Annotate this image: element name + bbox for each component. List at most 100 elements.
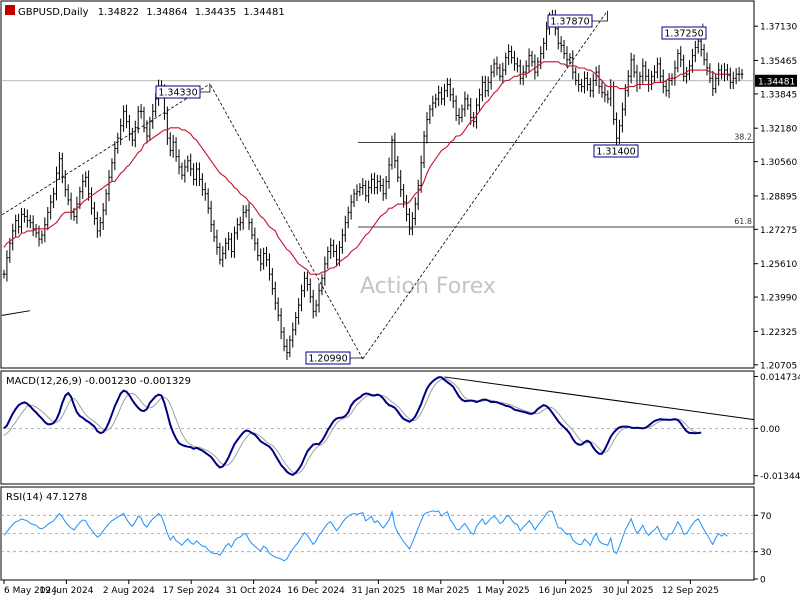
price-bar bbox=[711, 70, 715, 97]
price-bar bbox=[691, 48, 694, 73]
price-bar bbox=[498, 63, 502, 81]
price-bar bbox=[90, 187, 93, 215]
trend-lines bbox=[1, 10, 608, 360]
price-bar bbox=[626, 70, 630, 97]
price-bar bbox=[387, 157, 391, 189]
price-bar bbox=[63, 170, 67, 197]
price-bar bbox=[61, 152, 64, 184]
price-bar bbox=[349, 194, 353, 220]
price-tick-label: 1.32180 bbox=[760, 125, 797, 135]
price-bar bbox=[399, 169, 403, 197]
price-bar bbox=[55, 166, 58, 201]
price-bar bbox=[212, 219, 216, 242]
price-bar bbox=[533, 54, 537, 80]
price-bar bbox=[594, 66, 598, 87]
macd-main-line bbox=[3, 376, 702, 477]
price-bar bbox=[31, 215, 35, 237]
price-bar bbox=[119, 118, 122, 146]
price-bar bbox=[355, 184, 359, 202]
date-tick-label: 6 May 2024 bbox=[4, 586, 57, 596]
price-bar bbox=[580, 78, 583, 93]
header-marker-icon bbox=[5, 5, 15, 15]
price-bar bbox=[300, 284, 303, 312]
price-bar bbox=[128, 114, 131, 141]
key-point-label: 1.20990 bbox=[305, 351, 364, 365]
price-tick-label: 1.27275 bbox=[760, 226, 797, 236]
price-bar bbox=[606, 90, 610, 104]
price-bar bbox=[542, 37, 545, 59]
price-bar bbox=[151, 104, 155, 129]
price-bar bbox=[524, 60, 528, 78]
price-bar bbox=[142, 106, 146, 133]
price-bar bbox=[93, 201, 96, 225]
price-bar bbox=[457, 108, 461, 125]
price-bar bbox=[405, 195, 408, 222]
price-bar bbox=[489, 64, 493, 90]
price-bar bbox=[198, 162, 201, 186]
price-bar bbox=[714, 73, 718, 94]
price-bar bbox=[545, 21, 548, 51]
macd-trend-line bbox=[444, 376, 755, 421]
date-tick-label: 17 Sep 2024 bbox=[163, 586, 220, 596]
price-bar bbox=[396, 155, 400, 183]
moving-average-line bbox=[3, 61, 731, 275]
price-bar bbox=[463, 91, 467, 117]
price-bar bbox=[209, 200, 213, 233]
price-bar bbox=[705, 52, 709, 76]
macd-tick-label: 0.014734 bbox=[760, 373, 800, 383]
price-bar bbox=[116, 132, 120, 154]
price-bar bbox=[203, 182, 207, 201]
price-bar bbox=[443, 83, 446, 106]
price-bar bbox=[303, 271, 306, 298]
price-bar bbox=[174, 137, 178, 162]
price-bar bbox=[49, 194, 52, 220]
price-bar bbox=[539, 46, 543, 70]
price-bar bbox=[14, 214, 17, 237]
price-bar bbox=[530, 50, 534, 67]
last-price-box: 1.34481 bbox=[755, 74, 797, 87]
price-bar bbox=[536, 57, 540, 77]
price-bar bbox=[408, 208, 411, 236]
price-bar bbox=[734, 68, 738, 85]
price-bar bbox=[740, 68, 744, 80]
rsi-axis-ticks: 70 30 0 bbox=[754, 512, 772, 586]
price-bar bbox=[259, 248, 262, 272]
price-tick-label: 1.28895 bbox=[760, 192, 797, 202]
price-bar bbox=[624, 84, 627, 116]
price-bar bbox=[87, 170, 90, 201]
price-bar bbox=[431, 95, 435, 117]
price-bar bbox=[629, 52, 633, 84]
price-bar bbox=[98, 216, 102, 237]
price-bar bbox=[215, 229, 219, 255]
price-bar bbox=[475, 98, 478, 129]
price-bar bbox=[20, 207, 23, 234]
rsi-tick-label: 70 bbox=[760, 512, 772, 522]
price-bar bbox=[250, 218, 254, 240]
price-bar bbox=[265, 246, 268, 267]
price-bar bbox=[218, 242, 222, 265]
price-bar bbox=[679, 46, 683, 68]
svg-text:1.20990: 1.20990 bbox=[308, 354, 347, 365]
price-bar bbox=[288, 335, 292, 358]
price-bar bbox=[183, 159, 187, 183]
price-panel: Action Forex 38.2 61.8 1.20990 1.34330 1.37… bbox=[0, 0, 797, 371]
price-bar bbox=[81, 174, 85, 199]
macd-title: MACD(12,26,9) -0.001230 -0.001329 bbox=[6, 376, 191, 387]
price-panel-frame bbox=[0, 0, 755, 369]
svg-text:1.34330: 1.34330 bbox=[158, 88, 197, 99]
price-bar bbox=[244, 205, 248, 218]
price-tick-label: 1.22325 bbox=[760, 328, 797, 338]
price-tick-label: 1.23990 bbox=[760, 294, 797, 304]
header-low: 1.34435 bbox=[195, 7, 236, 18]
price-bar bbox=[11, 223, 15, 251]
header-high: 1.34864 bbox=[146, 7, 187, 18]
price-bar bbox=[352, 188, 356, 207]
key-point-labels: 1.20990 1.34330 1.37870 1.31400 1.37250 bbox=[155, 10, 707, 365]
price-bar bbox=[285, 338, 289, 360]
price-bar bbox=[685, 67, 688, 84]
price-bar bbox=[364, 180, 368, 202]
price-bar bbox=[559, 36, 563, 53]
price-bar bbox=[373, 172, 376, 195]
price-bar bbox=[46, 206, 50, 231]
rsi-panel: 70 30 0 RSI(14) 47.1278 bbox=[0, 486, 772, 586]
